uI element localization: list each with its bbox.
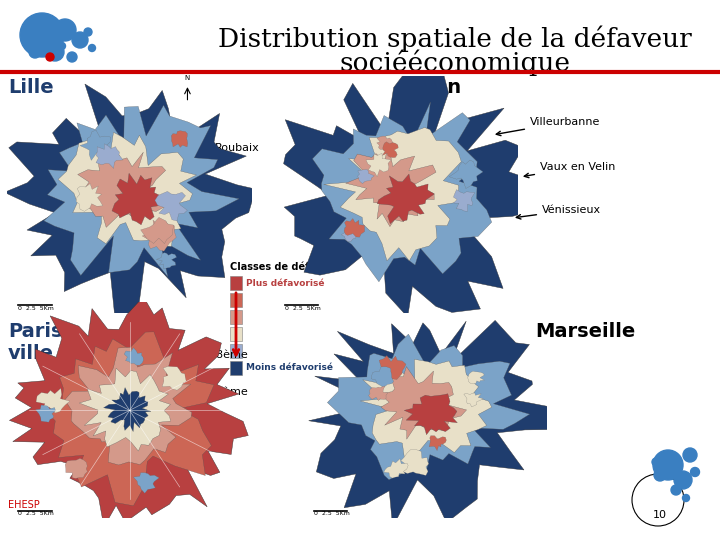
Polygon shape bbox=[346, 145, 436, 227]
Polygon shape bbox=[360, 359, 492, 458]
Polygon shape bbox=[162, 366, 186, 390]
Polygon shape bbox=[124, 348, 143, 365]
Text: 18ème: 18ème bbox=[156, 350, 248, 366]
Polygon shape bbox=[80, 130, 111, 160]
Circle shape bbox=[20, 13, 64, 57]
Polygon shape bbox=[449, 160, 483, 188]
Polygon shape bbox=[171, 131, 188, 147]
Circle shape bbox=[654, 469, 666, 481]
Text: Lille: Lille bbox=[8, 78, 53, 97]
Polygon shape bbox=[358, 170, 374, 184]
Polygon shape bbox=[382, 142, 398, 158]
Circle shape bbox=[58, 43, 66, 50]
Circle shape bbox=[54, 19, 76, 41]
Polygon shape bbox=[429, 436, 446, 450]
Polygon shape bbox=[65, 347, 192, 465]
Text: Lille: Lille bbox=[153, 190, 238, 206]
Polygon shape bbox=[104, 388, 151, 431]
Bar bbox=[230, 344, 242, 358]
Bar bbox=[230, 361, 242, 375]
Polygon shape bbox=[366, 153, 391, 177]
Polygon shape bbox=[454, 190, 474, 211]
Bar bbox=[230, 276, 242, 290]
Circle shape bbox=[29, 46, 41, 58]
Text: Moins défavorisé: Moins défavorisé bbox=[246, 363, 333, 373]
Polygon shape bbox=[344, 219, 364, 237]
Polygon shape bbox=[377, 355, 406, 380]
Polygon shape bbox=[155, 191, 187, 221]
Polygon shape bbox=[44, 105, 239, 276]
Text: 0  2.5  5Km: 0 2.5 5Km bbox=[313, 511, 349, 516]
Circle shape bbox=[46, 53, 54, 61]
Polygon shape bbox=[324, 127, 462, 261]
Circle shape bbox=[653, 450, 683, 480]
Circle shape bbox=[89, 44, 96, 51]
Polygon shape bbox=[341, 224, 359, 241]
Text: Vénissieux: Vénissieux bbox=[516, 205, 601, 219]
Text: 19ème: 19ème bbox=[144, 387, 248, 401]
Polygon shape bbox=[377, 174, 434, 224]
Polygon shape bbox=[369, 386, 388, 401]
Polygon shape bbox=[9, 296, 248, 527]
Text: Vaux en Velin: Vaux en Velin bbox=[524, 162, 616, 178]
Polygon shape bbox=[36, 388, 70, 413]
Polygon shape bbox=[400, 450, 428, 475]
Bar bbox=[230, 327, 242, 341]
Circle shape bbox=[674, 471, 692, 489]
Bar bbox=[230, 293, 242, 307]
Text: Plus défavorisé: Plus défavorisé bbox=[246, 279, 325, 287]
Text: EHESP: EHESP bbox=[8, 500, 40, 510]
Circle shape bbox=[690, 468, 700, 476]
Polygon shape bbox=[377, 136, 394, 151]
Polygon shape bbox=[96, 144, 123, 168]
Polygon shape bbox=[66, 458, 88, 478]
Polygon shape bbox=[48, 332, 214, 506]
Polygon shape bbox=[309, 320, 573, 527]
Text: Villeurbanne: Villeurbanne bbox=[496, 117, 600, 136]
Polygon shape bbox=[379, 367, 467, 439]
Circle shape bbox=[67, 52, 77, 62]
Text: 0  2.5  5Km: 0 2.5 5Km bbox=[284, 306, 320, 311]
Text: Classes de défaveur: Classes de défaveur bbox=[230, 262, 341, 272]
Circle shape bbox=[671, 485, 681, 495]
Circle shape bbox=[652, 458, 660, 466]
Polygon shape bbox=[142, 220, 176, 251]
Polygon shape bbox=[404, 394, 457, 435]
Circle shape bbox=[46, 43, 64, 61]
Polygon shape bbox=[384, 458, 408, 478]
Text: N: N bbox=[185, 75, 190, 81]
Polygon shape bbox=[156, 253, 176, 269]
Text: 0  2.5  5Km: 0 2.5 5Km bbox=[18, 511, 54, 516]
Polygon shape bbox=[79, 368, 171, 451]
Text: Roubaix: Roubaix bbox=[169, 143, 260, 161]
Polygon shape bbox=[464, 393, 483, 407]
Polygon shape bbox=[133, 472, 159, 493]
Polygon shape bbox=[76, 184, 103, 211]
Circle shape bbox=[72, 32, 88, 48]
Text: 10: 10 bbox=[653, 510, 667, 520]
Polygon shape bbox=[35, 405, 55, 422]
Polygon shape bbox=[112, 173, 165, 225]
Polygon shape bbox=[468, 371, 485, 384]
Polygon shape bbox=[140, 218, 174, 244]
Polygon shape bbox=[284, 62, 531, 317]
Text: Paris-
ville: Paris- ville bbox=[8, 322, 71, 363]
Text: Lyon: Lyon bbox=[410, 78, 461, 97]
Text: Distribution spatiale de la défaveur: Distribution spatiale de la défaveur bbox=[218, 25, 692, 51]
Circle shape bbox=[683, 448, 697, 462]
Text: Marseille: Marseille bbox=[535, 322, 635, 341]
Circle shape bbox=[84, 28, 92, 36]
Text: 0  2.5  5Km: 0 2.5 5Km bbox=[18, 306, 54, 311]
Text: sociééconomique: sociééconomique bbox=[340, 50, 570, 77]
Polygon shape bbox=[312, 102, 492, 282]
Polygon shape bbox=[372, 367, 394, 387]
Polygon shape bbox=[78, 148, 166, 227]
Polygon shape bbox=[4, 84, 256, 333]
Bar bbox=[230, 310, 242, 324]
Polygon shape bbox=[58, 132, 197, 246]
Polygon shape bbox=[328, 334, 530, 480]
Circle shape bbox=[23, 35, 33, 45]
Circle shape bbox=[683, 495, 690, 502]
